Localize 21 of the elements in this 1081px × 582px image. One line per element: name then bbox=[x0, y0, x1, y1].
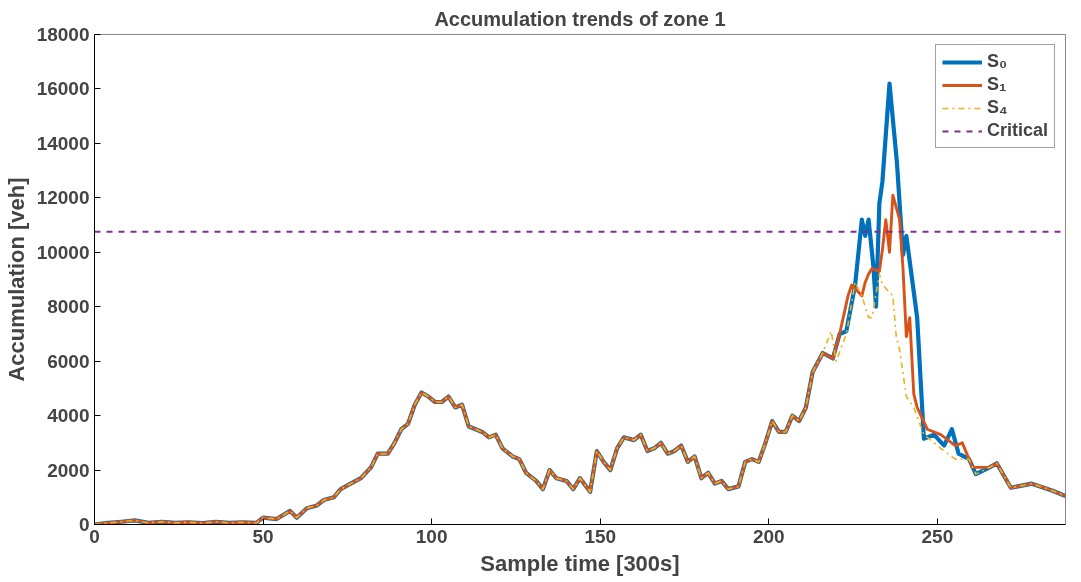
x-tick-label: 200 bbox=[752, 525, 785, 547]
x-tick-label: 250 bbox=[921, 525, 954, 547]
y-tick-label: 6000 bbox=[47, 350, 90, 372]
legend-label: S₀ bbox=[986, 51, 1008, 72]
y-tick-label: 12000 bbox=[36, 187, 90, 209]
legend-label: S₄ bbox=[986, 97, 1008, 118]
y-tick-label: 18000 bbox=[36, 24, 90, 45]
chart-title: Accumulation trends of zone 1 bbox=[434, 7, 726, 30]
y-tick-label: 8000 bbox=[47, 296, 90, 318]
y-tick-label: 14000 bbox=[36, 132, 90, 154]
x-tick-label: 50 bbox=[252, 525, 274, 547]
y-tick-label: 2000 bbox=[47, 459, 90, 481]
y-tick-label: 10000 bbox=[36, 241, 90, 263]
legend-label: Critical bbox=[986, 120, 1048, 141]
y-axis-title: Accumulation [veh] bbox=[3, 177, 29, 382]
x-tick-label: 100 bbox=[415, 525, 448, 547]
x-axis-title: Sample time [300s] bbox=[480, 550, 680, 576]
x-tick-label: 150 bbox=[584, 525, 617, 547]
y-tick-label: 4000 bbox=[47, 405, 90, 427]
y-tick-label: 16000 bbox=[36, 78, 90, 100]
legend-label: S₁ bbox=[986, 74, 1007, 95]
